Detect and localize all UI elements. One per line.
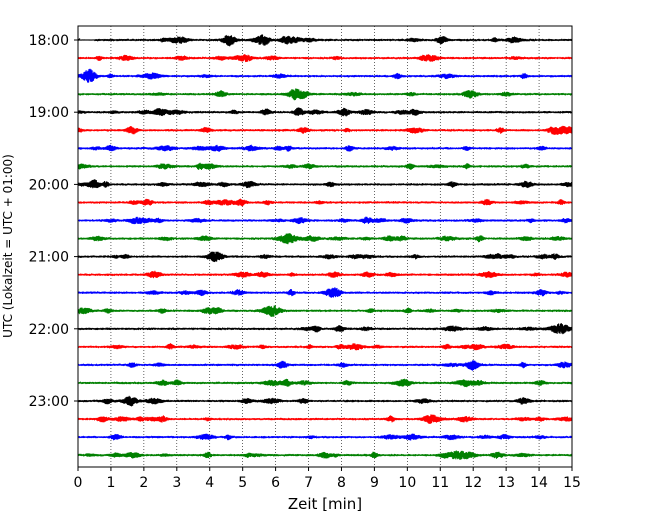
x-tick-label-6: 6 [271,475,280,491]
x-tick-label-13: 13 [497,475,515,491]
y-axis-ticks: 18:00 19:00 20:00 21:00 22:00 23:00 [29,33,78,410]
x-tick-label-5: 5 [238,475,247,491]
x-tick-label-14: 14 [530,475,548,491]
trace-2045 [77,233,573,245]
trace-2330 [77,433,573,441]
x-tick-label-12: 12 [464,475,482,491]
trace-2215 [77,343,573,351]
y-tick-label-18:00: 18:00 [29,33,69,49]
y-tick-label-20:00: 20:00 [29,177,69,193]
x-tick-label-1: 1 [106,475,115,491]
x-tick-label-2: 2 [139,475,148,491]
y-tick-label-22:00: 22:00 [29,322,69,338]
x-tick-label-4: 4 [205,475,214,491]
trace-1945 [77,162,573,170]
x-tick-label-3: 3 [172,475,181,491]
trace-1900 [77,107,573,117]
trace-1930 [77,144,573,152]
x-axis-ticks: 0 1 2 3 4 5 6 7 8 9 10 11 12 13 14 15 [74,467,581,491]
x-tick-label-10: 10 [398,475,416,491]
x-tick-label-9: 9 [370,475,379,491]
trace-1845 [77,88,573,101]
x-tick-label-11: 11 [431,475,449,491]
trace-2245 [77,378,573,388]
trace-1915 [77,125,573,135]
trace-2300 [77,395,573,407]
trace-2230 [77,360,573,371]
plot-frame [77,25,573,468]
y-tick-label-19:00: 19:00 [29,105,69,121]
trace-2345 [77,450,573,460]
trace-2115 [77,270,573,279]
trace-lines [77,34,573,460]
x-tick-label-8: 8 [337,475,346,491]
trace-2130 [77,287,573,298]
y-tick-label-21:00: 21:00 [29,250,69,266]
y-axis-label: UTC (Lokalzeit = UTC + 01:00) [1,154,15,338]
x-tick-label-15: 15 [563,475,581,491]
trace-1815 [77,54,573,63]
trace-1800 [77,34,573,47]
x-tick-label-0: 0 [74,475,83,491]
x-axis-label: Zeit [min] [288,495,362,513]
trace-2000 [77,179,573,189]
y-tick-label-23:00: 23:00 [29,394,69,410]
trace-2200 [77,323,573,335]
trace-2030 [77,216,573,225]
trace-2015 [77,198,573,207]
trace-2100 [77,251,573,263]
trace-1830 [77,68,573,83]
trace-2315 [77,414,573,424]
x-tick-label-7: 7 [304,475,313,491]
trace-2145 [77,305,573,318]
